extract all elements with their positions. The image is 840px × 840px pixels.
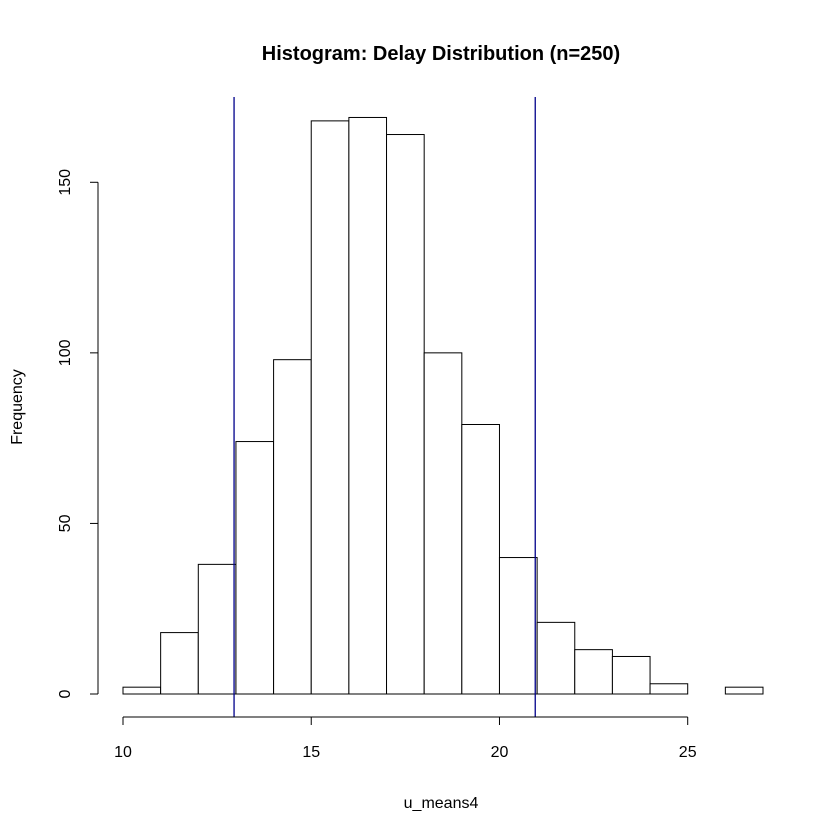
x-tick-label: 20 bbox=[491, 744, 509, 761]
histogram-bar bbox=[310, 120, 350, 695]
x-axis: 10 15 20 25 bbox=[114, 716, 697, 761]
histogram-bar bbox=[498, 557, 538, 695]
histogram-bar bbox=[197, 563, 237, 695]
histogram-bar bbox=[423, 352, 463, 695]
histogram-bar bbox=[235, 441, 275, 695]
histogram-bar bbox=[122, 686, 162, 695]
chart-title: Histogram: Delay Distribution (n=250) bbox=[262, 43, 620, 65]
histogram-bar bbox=[160, 632, 199, 695]
y-tick-label: 0 bbox=[57, 689, 74, 698]
y-tick-label: 100 bbox=[57, 339, 74, 366]
x-axis-label: u_means4 bbox=[404, 795, 479, 812]
histogram-bar bbox=[574, 649, 613, 695]
y-tick-label: 50 bbox=[57, 514, 74, 532]
histogram-bar bbox=[536, 621, 576, 695]
x-tick-label: 10 bbox=[114, 744, 132, 761]
histogram-bar bbox=[649, 683, 689, 695]
x-tick-label: 25 bbox=[679, 744, 697, 761]
histogram-bar bbox=[386, 134, 425, 695]
histogram-bars bbox=[122, 116, 764, 695]
histogram-bar bbox=[348, 116, 388, 695]
y-axis: 0 50 100 150 bbox=[57, 169, 99, 698]
histogram-bar bbox=[273, 359, 312, 695]
x-tick-label: 15 bbox=[302, 744, 320, 761]
histogram-bar bbox=[724, 686, 764, 695]
histogram-bar bbox=[461, 423, 500, 695]
y-axis-label: Frequency bbox=[9, 369, 26, 445]
reference-lines bbox=[233, 97, 536, 717]
y-tick-label: 150 bbox=[57, 169, 74, 196]
histogram-bar bbox=[611, 655, 651, 695]
